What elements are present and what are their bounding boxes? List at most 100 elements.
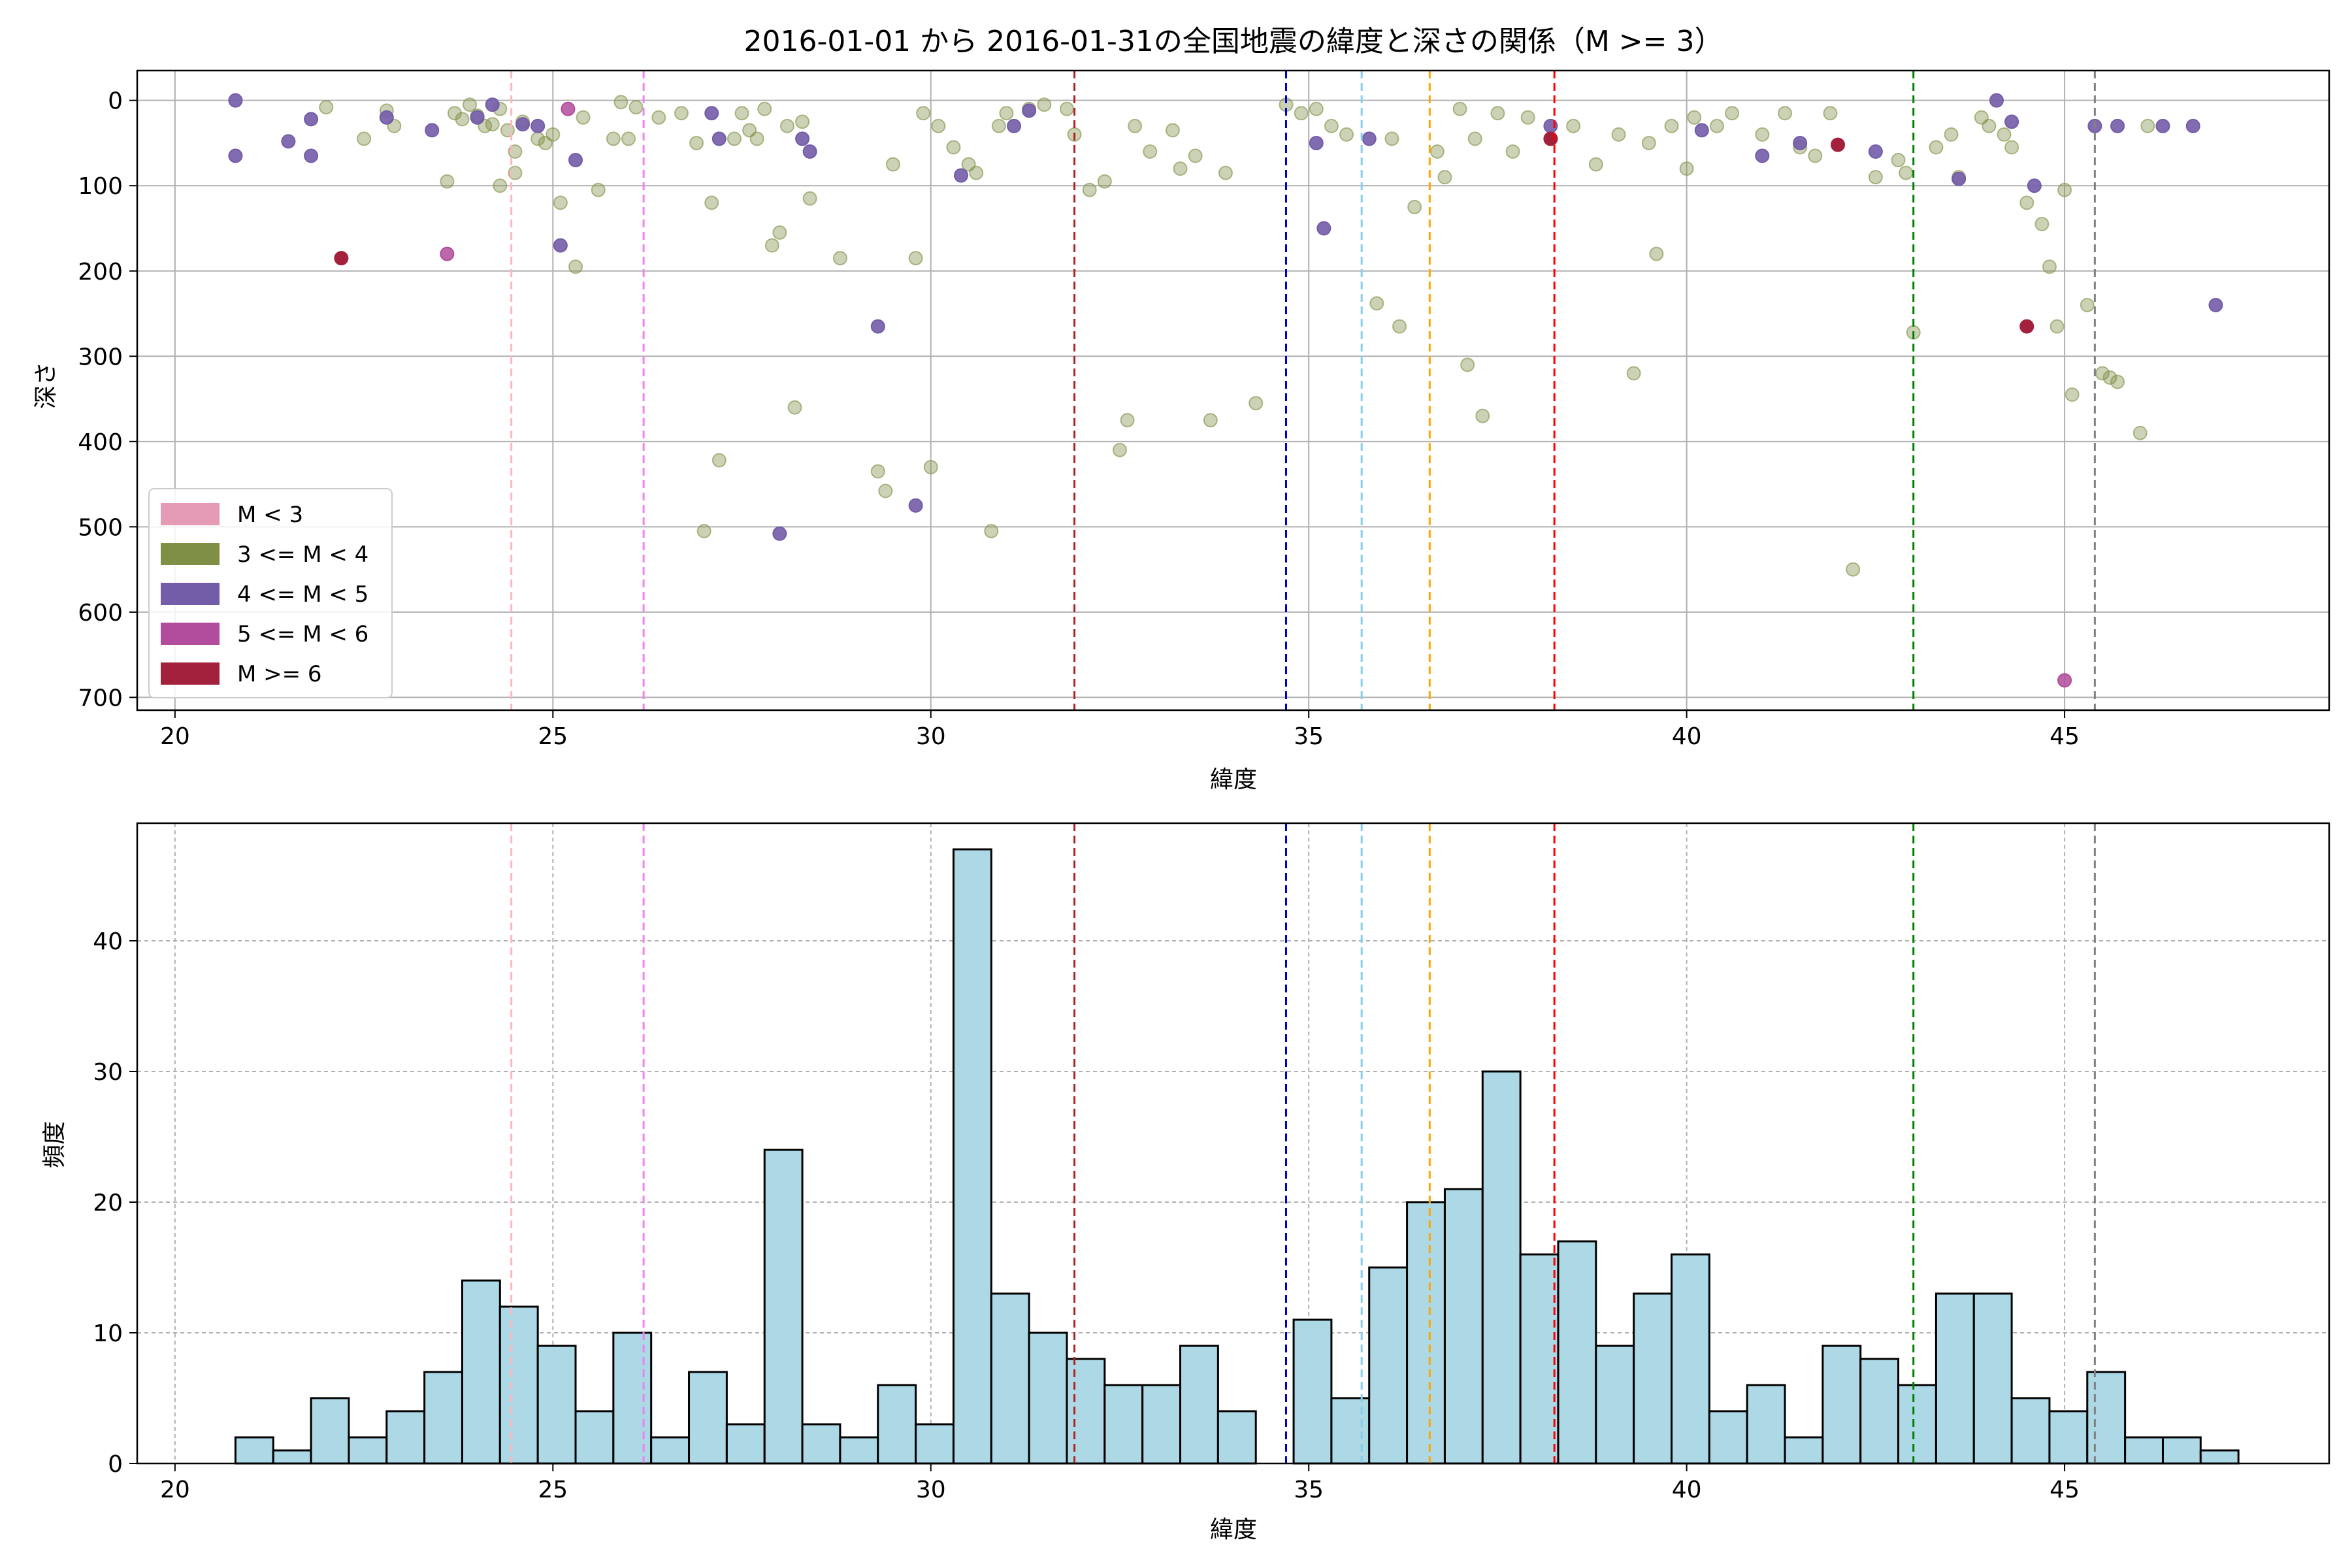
scatter-point-m4-5: [553, 238, 568, 253]
legend-label: 3 <= M < 4: [237, 542, 368, 568]
histogram-bar: [612, 1331, 653, 1465]
histogram-bar: [1103, 1384, 1144, 1465]
scatter-y-tick-label: 500: [78, 514, 123, 541]
histogram-bar: [1519, 1253, 1560, 1465]
scatter-point-m3-4: [2102, 370, 2117, 385]
scatter-point-m3-4: [734, 106, 749, 121]
scatter-point-m3-4: [1392, 319, 1407, 334]
histogram-bar: [498, 1305, 539, 1465]
histogram-bar: [650, 1436, 691, 1465]
scatter-point-m6: [1831, 137, 1846, 152]
scatter-frame: [136, 69, 2330, 711]
scatter-y-tick-label: 100: [78, 173, 123, 200]
histogram-bar: [1595, 1345, 1635, 1465]
scatter-point-m3-4: [704, 195, 719, 210]
histogram-chart: 20 25 30 35 40 45 0 10 20 30 40: [93, 822, 2330, 1503]
histogram-bar: [1897, 1384, 1937, 1465]
histogram-bar: [2048, 1410, 2089, 1465]
scatter-point-m4-5: [704, 106, 719, 121]
scatter-point-m4-5: [304, 148, 319, 163]
scatter-point-m3-4: [1339, 127, 1354, 142]
scatter-point-m3-4: [1309, 101, 1324, 116]
scatter-point-m4-5: [1793, 135, 1808, 150]
scatter-point-m4-5: [1362, 131, 1377, 146]
scatter-point-m5-6: [440, 246, 455, 261]
histogram-bar: [2124, 1436, 2164, 1465]
histogram-bar: [1066, 1358, 1106, 1465]
histogram-bar: [1972, 1292, 2013, 1465]
scatter-x-tick-label: 30: [916, 723, 946, 750]
scatter-point-m4-5: [2110, 118, 2125, 133]
scatter-point-m3-4: [772, 225, 787, 240]
histogram-bar: [1179, 1345, 1219, 1465]
histogram-bar: [1784, 1436, 1824, 1465]
scatter-point-m4-5: [711, 131, 727, 146]
scatter-point-m3-4: [878, 483, 893, 498]
scatter-point-m3-4: [1294, 106, 1309, 121]
scatter-point-m3-4: [870, 464, 885, 479]
scatter-point-m4-5: [954, 168, 969, 183]
scatter-legend: M < 3 3 <= M < 4 4 <= M < 5 5 <= M < 6 M >= …: [148, 488, 393, 698]
scatter-chart: 20 25 30 35 40 45 0 100 200 300 400 500 600 700 M < 3 3…: [78, 69, 2330, 750]
scatter-point-m3-4: [1982, 118, 1997, 133]
scatter-point-m3-4: [923, 459, 938, 474]
histogram-bar: [1141, 1384, 1182, 1465]
scatter-point-m3-4: [802, 191, 817, 206]
histogram-bar: [1821, 1345, 1862, 1465]
histogram-bar: [1443, 1188, 1484, 1465]
scatter-x-tick-label: 35: [1294, 723, 1324, 750]
scatter-point-m3-4: [546, 127, 561, 142]
scatter-point-m6: [2019, 319, 2034, 334]
scatter-point-m3-4: [1891, 153, 1906, 168]
scatter-point-m4-5: [425, 123, 440, 138]
scatter-point-m3-4: [1725, 106, 1740, 121]
histogram-bar: [234, 1436, 274, 1465]
histogram-bar: [423, 1371, 463, 1465]
scatter-point-m4-5: [1989, 93, 2004, 108]
scatter-point-m3-4: [2042, 259, 2057, 274]
histogram-bar: [1406, 1201, 1446, 1465]
scatter-point-m3-4: [1649, 246, 1664, 261]
scatter-point-m4-5: [1022, 103, 1037, 118]
histogram-bar: [1557, 1240, 1597, 1465]
scatter-point-m4-5: [281, 134, 296, 149]
scatter-point-m3-4: [493, 178, 508, 193]
histogram-bar: [1746, 1384, 1786, 1465]
scatter-point-m4-5: [515, 117, 531, 132]
scatter-point-m3-4: [1505, 144, 1520, 159]
scatter-point-m3-4: [1755, 127, 1770, 142]
scatter-point-m3-4: [440, 174, 455, 189]
scatter-y-tick-label: 200: [78, 259, 123, 286]
scatter-point-m3-4: [1037, 97, 1052, 112]
scatter-point-m4-5: [470, 110, 485, 125]
histogram-y-tick-label: 0: [108, 1451, 123, 1478]
scatter-point-m3-4: [2140, 118, 2155, 133]
scatter-point-m4-5: [2004, 114, 2019, 129]
scatter-point-m3-4: [1437, 170, 1452, 185]
scatter-point-m3-4: [1687, 110, 1702, 125]
histogram-bar: [348, 1436, 388, 1465]
histogram-bar: [952, 848, 992, 1465]
histogram-bar: [1859, 1358, 1900, 1465]
scatter-point-m3-4: [757, 101, 772, 116]
scatter-point-m4-5: [1309, 135, 1324, 150]
scatter-point-m3-4: [1112, 442, 1127, 457]
scatter-point-m3-4: [787, 400, 802, 415]
scatter-point-m6: [334, 251, 349, 266]
scatter-point-m3-4: [1626, 366, 1641, 381]
histogram-bar: [1935, 1292, 1975, 1465]
scatter-point-m4-5: [795, 131, 810, 146]
legend-swatch: [161, 503, 220, 525]
scatter-point-m3-4: [2095, 366, 2110, 381]
scatter-point-m3-4: [1709, 118, 1724, 133]
scatter-point-m3-4: [1165, 123, 1180, 138]
legend-box: [148, 488, 393, 698]
histogram-x-tick-label: 25: [538, 1477, 568, 1503]
scatter-point-m3-4: [1173, 161, 1188, 176]
figure-title: 2016-01-01 から 2016-01-31の全国地震の緯度と深さの関係（M…: [743, 25, 1723, 58]
scatter-point-m3-4: [485, 117, 500, 132]
histogram-x-tick-label: 30: [916, 1477, 946, 1503]
scatter-point-m4-5: [304, 112, 319, 127]
scatter-point-m3-4: [1611, 127, 1626, 142]
